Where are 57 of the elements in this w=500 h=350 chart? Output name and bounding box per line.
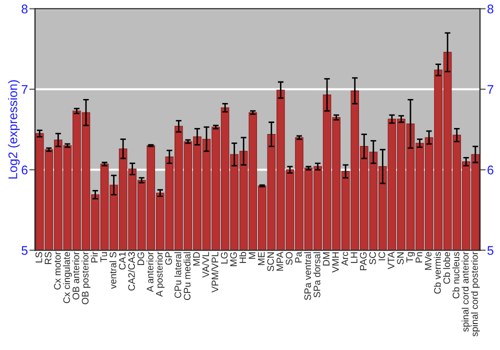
x-tick-label: SCN (267, 252, 274, 272)
x-tick-label: A posterior (156, 252, 165, 297)
x-tick-label: DM (322, 252, 330, 266)
x-tick-label: Cb nucleus (452, 252, 460, 298)
x-tick-label: Pa (295, 252, 302, 262)
x-tick-label: OB anterior (72, 252, 80, 300)
x-tick-label: VPM/VPL (211, 252, 218, 293)
y-tick-label: 5 (22, 246, 28, 255)
x-tick-label: Cb lobe (443, 252, 450, 284)
x-tick-label: GP (165, 252, 172, 265)
x-tick-label: MPA (276, 252, 284, 271)
x-tick-label: Pn (416, 252, 422, 262)
x-tick-label: MD (193, 252, 200, 266)
x-tick-label: Tu (100, 252, 108, 262)
x-tick-label: Cx motor (54, 252, 61, 290)
x-tick-label: Cx cingulate (63, 252, 72, 304)
x-tick-label: CPu medial (184, 252, 191, 300)
x-tick-label: CA2/CA3 (128, 252, 135, 291)
x-tick-label: SPa dorsal (313, 252, 320, 298)
x-tick-label: LG (220, 252, 228, 264)
y-tick-label: 7 (22, 85, 28, 94)
y2-tick-label: 8 (487, 4, 494, 14)
x-tick-label: Arc (342, 252, 348, 266)
y2-tick-label: 6 (488, 166, 494, 174)
x-tick-label: DG (137, 252, 144, 266)
x-tick-label: spinal cord anterior (462, 252, 470, 332)
x-tick-label: PAG (360, 252, 367, 270)
x-tick-label: Cb vermis (434, 252, 441, 294)
y2-tick-label: 7 (488, 85, 494, 94)
y-tick-label: 8 (22, 4, 28, 14)
x-tick-label: spinal cord posterior (470, 252, 480, 336)
x-tick-label: MG (230, 252, 237, 266)
x-tick-label: Tg (406, 252, 415, 262)
x-tick-label: SC (369, 252, 376, 264)
x-tick-label: SN (397, 252, 404, 264)
x-tick-label: VTA (388, 252, 394, 270)
y-tick-label: 6 (22, 166, 28, 174)
x-tick-label: ME (258, 252, 265, 266)
y-axis-title: Log2 (expression) (8, 80, 20, 178)
x-tick-label: SO (286, 252, 292, 265)
x-tick-label: SPa ventral (304, 252, 312, 300)
x-tick-label: A anterior (146, 252, 154, 292)
x-tick-label: VMH (332, 252, 339, 273)
x-tick-label: OB posterior (82, 252, 90, 304)
x-tick-label: MVe (424, 252, 432, 270)
x-tick-label: Pir (90, 252, 98, 262)
x-tick-label: IC (378, 252, 386, 260)
x-tick-label: CPu lateral (174, 252, 182, 298)
x-tick-label: LH (350, 252, 358, 263)
y2-tick-label: 5 (487, 246, 494, 255)
x-tick-label: LS (35, 252, 42, 262)
x-tick-label: VA/VL (202, 252, 210, 278)
x-tick-label: ventral S (109, 252, 116, 289)
x-tick-label: RS (44, 252, 52, 264)
x-tick-label: Hb (239, 252, 246, 263)
x-tick-label: M (248, 252, 256, 259)
x-tick-label: CA1 (118, 252, 126, 270)
